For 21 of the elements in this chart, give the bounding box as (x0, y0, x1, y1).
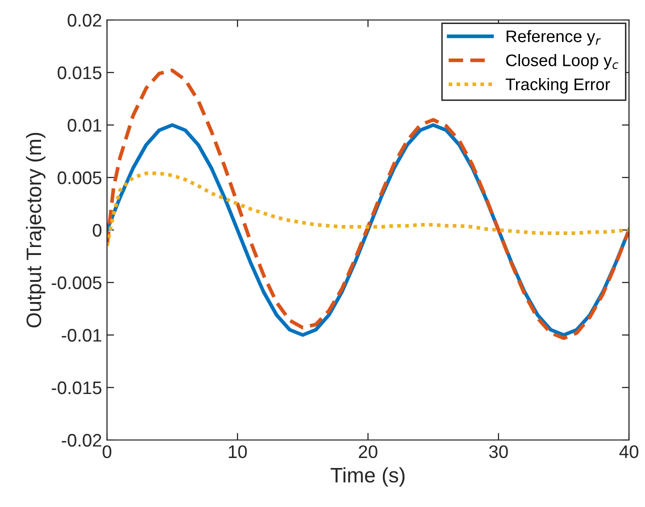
x-tick-label: 10 (228, 445, 247, 458)
y-tick-label: -0.015 (52, 381, 102, 394)
legend-label: Closed Loop y$_{c}$ (506, 54, 618, 70)
y-tick-label: 0.015 (58, 66, 102, 80)
x-tick-label: 40 (619, 445, 638, 458)
y-axis-title: Output Trajectory (m) (26, 132, 46, 328)
y-tick-label: -0.01 (62, 328, 102, 342)
y-tick-label: 0.02 (68, 14, 102, 27)
y-tick-label: 0.005 (58, 171, 102, 184)
y-tick-label: -0.005 (52, 276, 102, 290)
x-tick-label: 0 (102, 445, 112, 458)
x-axis-title: Time (s) (330, 467, 405, 487)
line-series (107, 68, 629, 340)
x-tick-label: 30 (489, 445, 508, 458)
line-series (107, 171, 629, 248)
legend-label: Tracking Error (506, 78, 610, 94)
y-tick-label: -0.02 (62, 434, 102, 447)
legend-label: Reference y$_{r}$ (506, 30, 601, 46)
y-tick-label: 0 (92, 224, 102, 237)
x-tick-label: 20 (358, 445, 378, 458)
y-tick-label: 0.01 (68, 118, 102, 132)
